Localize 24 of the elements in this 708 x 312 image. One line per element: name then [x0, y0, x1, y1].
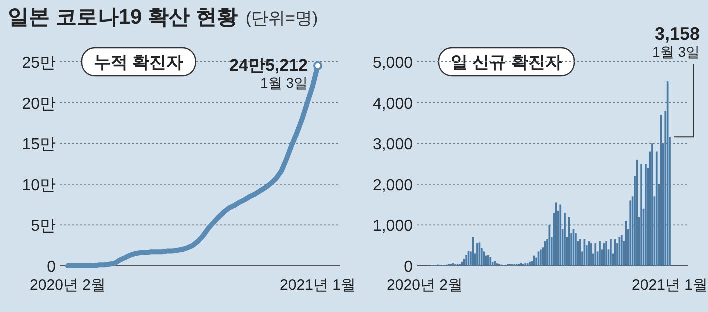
y-tick-label: 20만 — [22, 96, 56, 113]
y-tick-label: 3,000 — [372, 136, 414, 154]
x-tick-label: 2020년 2월 — [387, 277, 463, 294]
x-tick-label: 2021년 1월 — [280, 277, 356, 294]
y-tick-label: 25만 — [22, 55, 56, 72]
annotation: 1월 3일 — [652, 44, 700, 60]
y-tick-label: 10만 — [22, 177, 56, 194]
chart-subtitle: (단위=명) — [246, 9, 318, 28]
x-tick-label: 2020년 2월 — [30, 277, 106, 294]
y-tick-label: 4,000 — [372, 96, 414, 113]
y-tick-label: 5,000 — [372, 55, 414, 72]
y-tick-label: 2,000 — [372, 177, 414, 194]
y-tick-label: 5만 — [31, 218, 56, 236]
x-tick-label: 2021년 1월 — [632, 277, 708, 294]
annotation: 1월 3일 — [260, 74, 308, 91]
annotation: 3,158 — [654, 24, 700, 44]
annotation: 누적 확진자 — [94, 53, 184, 72]
chart-title: 일본 코로나19 확산 현황 — [8, 6, 238, 29]
chart-title: 일 신규 확진자 — [451, 53, 562, 72]
annotation: 24만5,212 — [230, 56, 308, 75]
y-tick-label: 0 — [404, 259, 414, 276]
y-tick-label: 15만 — [22, 136, 56, 154]
y-tick-label: 0 — [47, 259, 56, 276]
y-tick-label: 1,000 — [372, 218, 414, 236]
